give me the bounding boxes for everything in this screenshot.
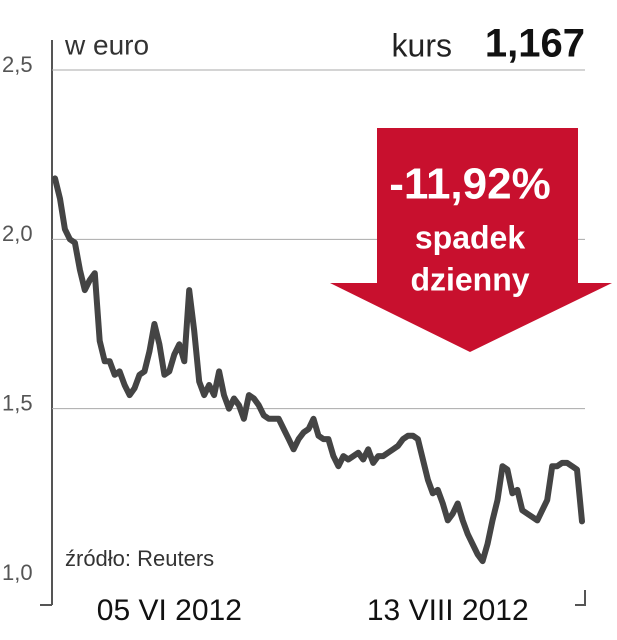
y-tick-label: 2,5 (2, 52, 33, 77)
x-tick-label: 13 VIII 2012 (367, 594, 529, 627)
y-tick-label: 2,0 (2, 221, 33, 246)
change-value: -11,92% (389, 160, 550, 209)
price: 1,167 (485, 22, 585, 66)
change-arrow (330, 128, 612, 352)
plot: 1,0 1,5 2,0 2,5 05 VI 2012 13 VIII 2012 (2, 52, 585, 627)
change-text: spadek (415, 219, 525, 255)
unit-label: w euro (64, 29, 149, 60)
y-tick-label: 1,0 (2, 560, 33, 585)
change-text: dzienny (410, 261, 529, 297)
line (52, 175, 585, 565)
axis (40, 40, 586, 606)
y-tick-label: 1,5 (2, 390, 33, 415)
x-tick-label: 05 VI 2012 (97, 594, 242, 627)
price-label: kurs (392, 27, 452, 63)
source: źródło: Reuters (65, 546, 214, 571)
